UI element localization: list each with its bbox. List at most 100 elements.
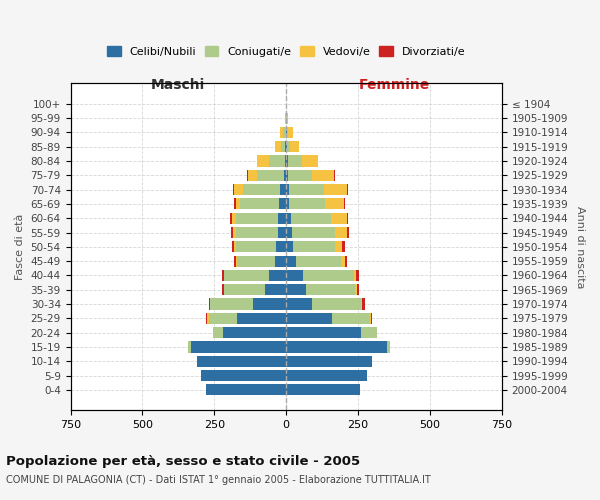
Bar — [387, 342, 390, 352]
Bar — [253, 298, 286, 310]
Bar — [235, 184, 243, 195]
Bar — [285, 112, 286, 124]
Bar — [362, 298, 365, 310]
Bar — [281, 141, 286, 152]
Bar — [345, 256, 347, 266]
Bar — [224, 270, 269, 281]
Bar — [238, 312, 286, 324]
Text: Femmine: Femmine — [358, 78, 430, 92]
Bar — [286, 198, 289, 209]
Bar — [292, 227, 335, 238]
Bar — [356, 270, 359, 281]
Bar — [233, 227, 236, 238]
Bar — [312, 170, 334, 181]
Bar — [323, 184, 347, 195]
Bar — [331, 212, 347, 224]
Bar — [307, 284, 355, 296]
Text: COMUNE DI PALAGONIA (CT) - Dati ISTAT 1° gennaio 2005 - Elaborazione TUTTITALIA.: COMUNE DI PALAGONIA (CT) - Dati ISTAT 1°… — [6, 475, 431, 485]
Bar — [356, 284, 359, 296]
Bar — [207, 312, 209, 324]
Bar — [233, 184, 235, 195]
Bar — [235, 241, 236, 252]
Y-axis label: Fasce di età: Fasce di età — [15, 214, 25, 280]
Bar — [210, 298, 253, 310]
Bar — [236, 212, 278, 224]
Bar — [287, 127, 288, 138]
Bar — [280, 127, 283, 138]
Bar — [257, 170, 284, 181]
Bar — [370, 312, 371, 324]
Bar — [233, 256, 236, 266]
Bar — [236, 227, 278, 238]
Bar — [269, 270, 286, 281]
Bar — [286, 141, 287, 152]
Bar — [286, 370, 367, 381]
Bar — [222, 284, 224, 296]
Bar — [286, 212, 290, 224]
Bar — [247, 170, 248, 181]
Bar — [288, 127, 293, 138]
Bar — [335, 227, 347, 238]
Bar — [286, 270, 304, 281]
Bar — [347, 227, 349, 238]
Bar — [275, 141, 281, 152]
Bar — [235, 198, 236, 209]
Bar — [361, 298, 362, 310]
Bar — [344, 198, 345, 209]
Bar — [290, 212, 331, 224]
Bar — [355, 284, 356, 296]
Bar — [287, 170, 312, 181]
Bar — [202, 370, 286, 381]
Bar — [280, 184, 286, 195]
Bar — [289, 198, 325, 209]
Bar — [286, 356, 373, 367]
Bar — [286, 227, 292, 238]
Bar — [232, 241, 235, 252]
Bar — [286, 170, 287, 181]
Bar — [347, 212, 348, 224]
Bar — [283, 127, 286, 138]
Text: Popolazione per età, sesso e stato civile - 2005: Popolazione per età, sesso e stato civil… — [6, 455, 360, 468]
Bar — [243, 184, 280, 195]
Bar — [276, 241, 286, 252]
Bar — [285, 156, 286, 166]
Bar — [188, 342, 191, 352]
Bar — [240, 198, 279, 209]
Bar — [287, 141, 290, 152]
Text: Maschi: Maschi — [151, 78, 205, 92]
Bar — [269, 156, 285, 166]
Bar — [236, 198, 240, 209]
Bar — [290, 141, 299, 152]
Bar — [278, 227, 286, 238]
Bar — [206, 384, 286, 396]
Bar — [302, 156, 318, 166]
Bar — [191, 342, 286, 352]
Bar — [304, 270, 354, 281]
Bar — [293, 241, 335, 252]
Bar — [334, 170, 335, 181]
Bar — [347, 184, 348, 195]
Bar — [236, 241, 276, 252]
Bar — [209, 312, 238, 324]
Bar — [238, 256, 275, 266]
Bar — [248, 170, 257, 181]
Bar — [287, 112, 288, 124]
Bar — [289, 184, 323, 195]
Bar — [286, 342, 387, 352]
Bar — [209, 298, 210, 310]
Bar — [230, 212, 232, 224]
Bar — [265, 284, 286, 296]
Bar — [230, 227, 233, 238]
Bar — [287, 156, 302, 166]
Bar — [341, 256, 345, 266]
Legend: Celibi/Nubili, Coniugati/e, Vedovi/e, Divorziati/e: Celibi/Nubili, Coniugati/e, Vedovi/e, Di… — [104, 43, 469, 60]
Bar — [312, 298, 361, 310]
Bar — [224, 284, 265, 296]
Bar — [325, 198, 344, 209]
Bar — [286, 241, 293, 252]
Bar — [286, 327, 361, 338]
Bar — [278, 212, 286, 224]
Bar — [286, 298, 312, 310]
Bar — [296, 256, 341, 266]
Bar — [361, 327, 377, 338]
